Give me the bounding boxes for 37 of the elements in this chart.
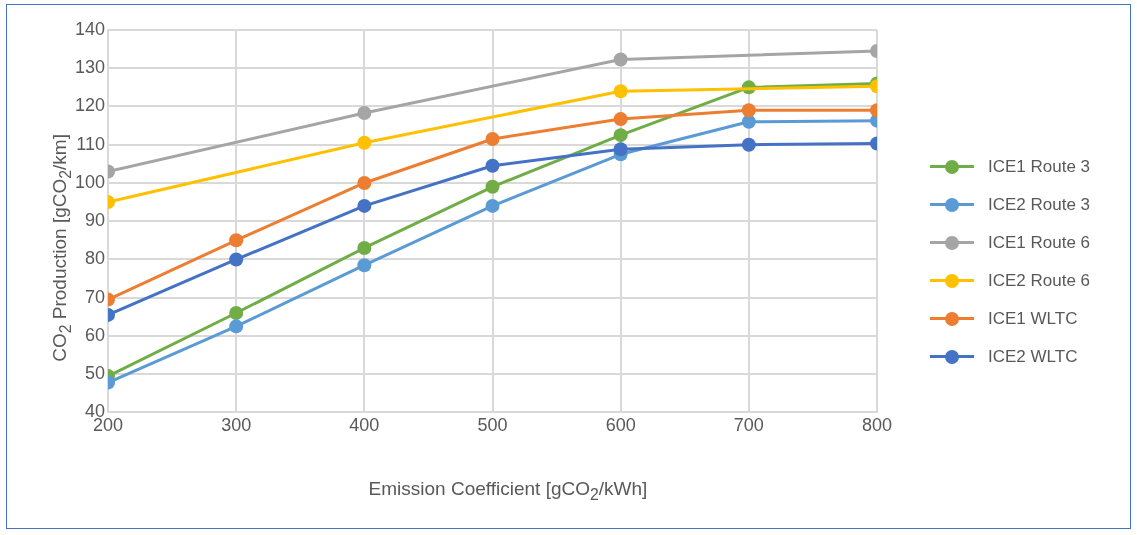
point: [485, 179, 500, 194]
legend-label: ICE2 WLTC: [988, 347, 1078, 367]
x-tick-label: 700: [733, 415, 764, 436]
y-tick-label: 120: [74, 95, 106, 116]
point: [357, 258, 372, 273]
y-tick-label: 70: [85, 286, 106, 307]
y-tick-label: 90: [85, 210, 106, 231]
point: [613, 142, 628, 157]
legend-label: ICE2 Route 3: [988, 195, 1091, 215]
y-tick-label: 80: [85, 248, 106, 269]
point: [741, 114, 756, 129]
point: [741, 103, 756, 118]
legend-label: ICE2 Route 6: [988, 271, 1091, 291]
point: [613, 112, 628, 127]
y-tick-label: 140: [74, 18, 106, 39]
legend-label: ICE1 Route 6: [988, 233, 1091, 253]
y-tick-label: 110: [76, 133, 106, 154]
y-tick-label: 130: [74, 57, 106, 78]
legend-label: ICE1 WLTC: [988, 309, 1078, 329]
point: [741, 137, 756, 152]
x-tick-label: 300: [221, 415, 252, 436]
point: [485, 131, 500, 146]
point: [485, 158, 500, 173]
x-axis-title: Emission Coefficient [gCO$_{2}$/kWh]: [367, 478, 649, 504]
x-tick-label: 500: [477, 415, 508, 436]
legend-label: ICE1 Route 3: [988, 157, 1091, 177]
point: [485, 198, 500, 213]
point: [357, 198, 372, 213]
y-tick-label: 60: [85, 324, 106, 345]
x-tick-label: 600: [605, 415, 636, 436]
x-tick-label: 400: [349, 415, 380, 436]
point: [613, 128, 628, 143]
point: [357, 175, 372, 190]
y-tick-label: 100: [74, 171, 106, 192]
x-tick-label: 800: [861, 415, 893, 436]
point: [357, 240, 372, 255]
y-tick-label: 50: [85, 363, 106, 384]
